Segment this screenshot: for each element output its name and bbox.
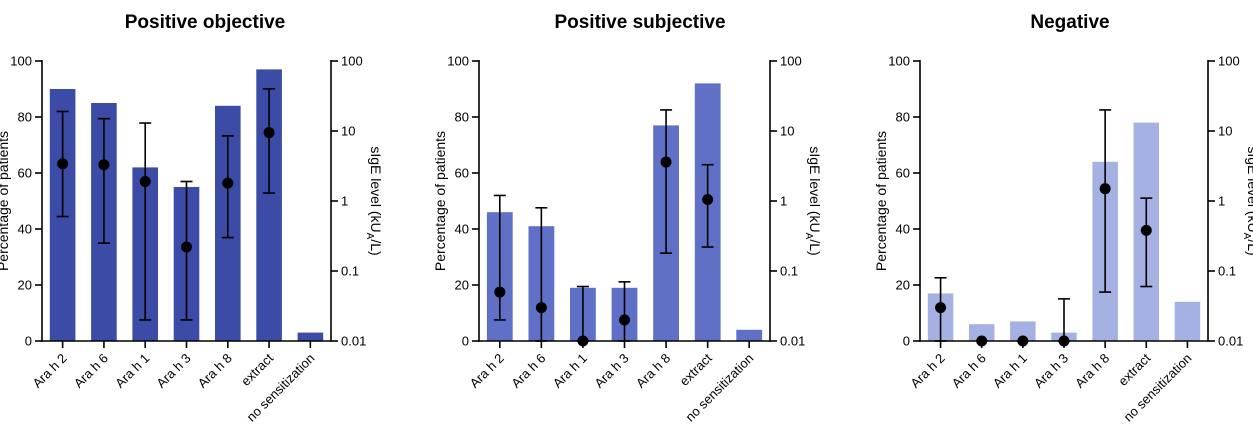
x-tick-label: Ara h 1 [112,351,152,391]
x-tick-label: Ara h 6 [71,351,111,391]
sige-median-point [1099,183,1111,195]
y-tick-label-right: 100 [780,54,802,69]
y-axis-label-right-main: sIgE level (kU [807,146,823,232]
y-tick-label-right: 0.01 [780,334,805,349]
x-tick-label: Ara h 8 [633,351,673,391]
y-axis-label-right-sub: A [1241,233,1252,240]
chart-title: Positive objective [125,12,286,33]
sige-median-point [702,194,714,206]
x-tick-label: Ara h 8 [1072,351,1112,391]
sige-median-point [577,335,589,347]
x-tick-label: Ara h 3 [591,351,631,391]
y-tick-label-right: 1 [341,194,348,209]
x-tick-label: Ara h 3 [1031,351,1071,391]
y-axis-label-right-end: /L) [1245,239,1253,255]
y-axis-label-right-main: sIgE level (kU [1245,146,1253,232]
y-tick-label: 0 [462,334,469,349]
bar [1010,321,1036,341]
y-tick-label: 0 [903,334,910,349]
sige-median-point [535,302,547,314]
x-tick-label: Ara h 8 [195,351,235,391]
sige-median-point [263,127,275,139]
y-tick-label: 0 [25,334,32,349]
x-tick-label: Ara h 1 [990,351,1030,391]
bar [736,329,763,341]
sige-median-point [181,241,192,253]
y-axis-label-right: sIgE level (kUA/L) [803,146,823,255]
y-axis-label-right-end: /L) [368,239,384,255]
y-tick-label: 40 [18,222,32,237]
sige-median-point [139,175,151,187]
x-tick-label: Ara h 1 [550,351,590,391]
y-tick-label: 60 [18,166,32,181]
y-tick-label: 100 [447,54,469,69]
chart-panel-3: Negative 0 20 40 60 80 100 Percentage of patien… [873,12,1253,424]
chart-title: Negative [1030,12,1109,33]
y-tick-label: 20 [896,278,910,293]
chart-panel-2: Positive subjective 0 20 40 60 80 100 Percentag… [432,12,823,424]
y-tick-label-right: 10 [341,124,355,139]
sige-median-point [935,302,947,314]
y-tick-label-right: 0.01 [1218,334,1243,349]
y-tick-label-right: 100 [341,54,363,69]
x-tick-label: Ara h 6 [508,351,548,391]
y-tick-label-right: 10 [780,124,794,139]
sige-median-point [494,286,506,298]
y-axis-label-right-main: sIgE level (kU [368,146,384,232]
y-tick-label: 100 [888,54,910,69]
y-tick-label-right: 10 [1218,124,1232,139]
y-tick-label: 80 [18,110,32,125]
x-tick-label: Ara h 2 [30,351,70,391]
y-axis-label-right-end: /L) [807,239,823,255]
y-tick-label: 40 [455,222,469,237]
x-tick-label: Ara h 3 [153,351,193,391]
x-tick-label: extract [1115,350,1153,388]
sige-median-point [222,177,234,189]
y-tick-label-right: 0.01 [341,334,366,349]
y-tick-label: 80 [896,110,910,125]
sige-median-point [1058,335,1070,347]
y-tick-label-right: 1 [1218,194,1225,209]
y-axis-label-right: sIgE level (kUA/L) [364,146,384,255]
y-axis-label: Percentage of patients [873,131,889,271]
y-tick-label: 20 [455,278,469,293]
chart-panel-1: Positive objective 0 20 40 60 80 100 Percentage… [0,12,384,424]
y-tick-label: 20 [18,278,32,293]
bar [297,332,324,341]
y-tick-label: 40 [896,222,910,237]
chart-title: Positive subjective [554,12,725,33]
y-axis-label-right-sub: A [364,233,375,240]
sige-median-point [57,158,69,170]
y-axis-label: Percentage of patients [432,131,448,271]
y-tick-label-right: 1 [780,194,787,209]
x-tick-label: Ara h 6 [949,351,989,391]
x-tick-label: extract [238,350,276,388]
x-tick-label: Ara h 2 [907,351,947,391]
sige-median-point [1017,335,1029,347]
y-axis-label: Percentage of patients [0,131,11,271]
bar [969,324,995,341]
y-tick-label-right: 0.1 [780,264,798,279]
sige-median-point [619,314,630,326]
y-tick-label: 60 [896,166,910,181]
y-tick-label-right: 100 [1218,54,1240,69]
y-tick-label-right: 0.1 [1218,264,1236,279]
sige-median-point [1140,224,1152,236]
y-tick-label: 100 [10,54,32,69]
bar [1174,301,1201,341]
y-axis-label-right-sub: A [803,233,814,240]
sige-median-point [98,159,110,171]
y-tick-label: 60 [455,166,469,181]
sige-median-point [660,156,672,168]
y-axis-label-right: sIgE level (kUA/L) [1241,146,1253,255]
y-tick-label-right: 0.1 [341,264,359,279]
x-tick-label: Ara h 2 [467,351,507,391]
sige-median-point [976,335,988,347]
x-tick-label: extract [677,350,715,388]
y-tick-label: 80 [455,110,469,125]
